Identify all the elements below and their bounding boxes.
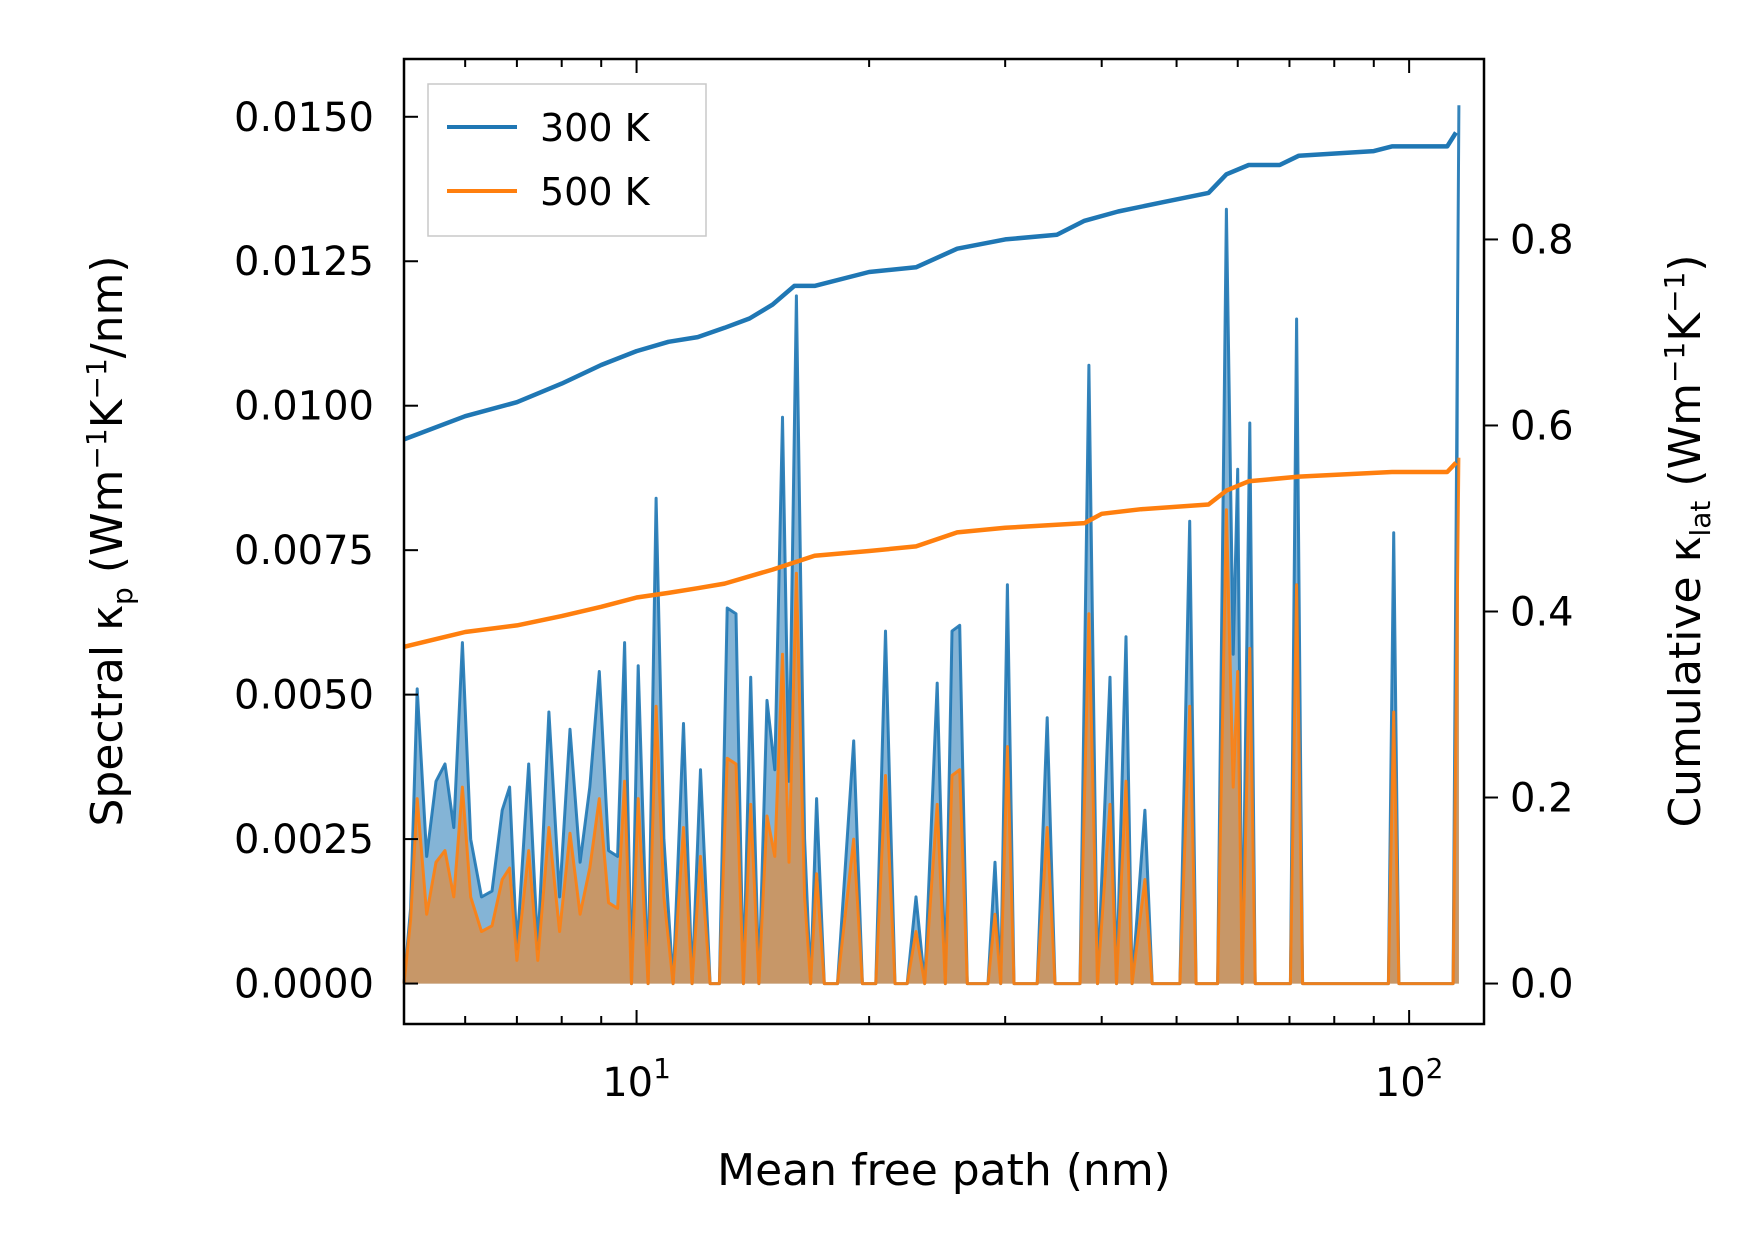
right-y-tick-label: 0.8: [1510, 217, 1574, 263]
left-y-tick-label: 0.0000: [234, 962, 374, 1008]
left-y-tick-label: 0.0100: [234, 384, 374, 430]
right-y-tick-label: 0.6: [1510, 403, 1574, 449]
legend-label-500k: 500 K: [540, 170, 651, 214]
plot-frame: [402, 57, 1486, 1026]
right-y-axis-title: Cumulative κlat (Wm−1K−1): [1658, 254, 1717, 827]
spectral-layer: [402, 105, 1461, 986]
x-axis-title: Mean free path (nm): [717, 1145, 1171, 1196]
x-axis-ticks: 101 102: [403, 59, 1444, 1106]
left-y-tick-label: 0.0025: [234, 817, 374, 863]
series-line-500-k-spectral: [402, 457, 1461, 986]
legend-box: [427, 83, 707, 237]
right-y-axis-ticks: 0.0 0.2 0.4 0.6 0.8: [1484, 217, 1574, 1008]
series-line-500-k: [403, 461, 1458, 649]
x-tick-label: 101: [602, 1052, 671, 1106]
right-y-tick-label: 0.4: [1510, 589, 1574, 635]
left-y-tick-label: 0.0075: [234, 528, 374, 574]
left-y-tick-label: 0.0050: [234, 673, 374, 719]
legend-label-300k: 300 K: [540, 106, 651, 150]
right-y-tick-label: 0.2: [1510, 776, 1574, 822]
left-y-tick-label: 0.0150: [234, 95, 374, 141]
cumulative-layer: [403, 131, 1458, 649]
left-y-tick-label: 0.0125: [234, 239, 374, 285]
series-line-300-k: [403, 131, 1458, 442]
legend: 300 K 500 K: [427, 83, 707, 237]
left-y-axis-title: Spectral κp (Wm−1K−1/nm): [80, 255, 139, 826]
right-y-tick-label: 0.0: [1510, 962, 1574, 1008]
left-y-axis-ticks: 0.0000 0.0025 0.0050 0.0075 0.0100 0.0125 0.01…: [234, 95, 418, 1008]
series-area-500-k-spectral: [404, 457, 1459, 984]
x-tick-label: 102: [1375, 1052, 1444, 1106]
